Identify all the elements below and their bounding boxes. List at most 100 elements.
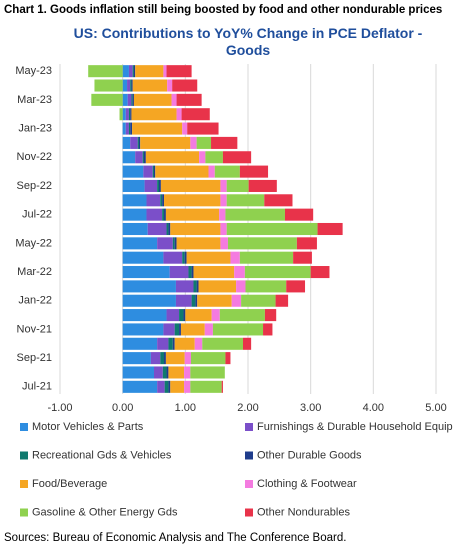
bar-segment <box>160 179 221 192</box>
bar-segment <box>137 136 139 149</box>
y-tick-label: Mar-22 <box>17 266 52 278</box>
bar-segment <box>225 208 285 221</box>
bar-segment <box>175 280 194 293</box>
bar-segment <box>185 309 212 322</box>
bar-segment <box>174 323 180 336</box>
bar-segment <box>170 380 185 393</box>
bar-segment <box>169 266 189 279</box>
bar-segment <box>122 93 128 106</box>
bar-segment <box>191 294 196 307</box>
bar-segment <box>248 179 277 192</box>
bar-segment <box>171 93 177 106</box>
bar-segment <box>239 251 294 264</box>
bar-segment <box>310 266 330 279</box>
bar-segment <box>172 79 198 92</box>
bar-segment <box>130 79 132 92</box>
bar-segment <box>212 323 264 336</box>
bar-segment <box>190 352 226 365</box>
bar-segment <box>122 366 154 379</box>
bar-segment <box>160 352 165 365</box>
bar-segment <box>164 194 221 207</box>
bar-segment <box>196 136 212 149</box>
bar-segment <box>179 323 181 336</box>
bar-segment <box>180 323 205 336</box>
bar-segment <box>130 108 132 121</box>
bar-segment <box>226 222 318 236</box>
bar-segment <box>157 337 169 350</box>
bar-segment <box>127 93 132 106</box>
source: Sources: Bureau of Economic Analysis and… <box>4 532 346 544</box>
bar-segment <box>275 294 289 307</box>
y-tick-label: Jan-23 <box>18 122 52 134</box>
bar-segment <box>128 108 131 121</box>
bar-segment <box>146 194 161 207</box>
bar-segment <box>128 65 133 78</box>
bar-segment <box>208 165 215 178</box>
legend-label: Other Durable Goods <box>257 449 362 461</box>
bar-segment <box>293 251 312 264</box>
bar-segment <box>157 380 165 393</box>
bar-segment <box>142 151 144 164</box>
bar-segment <box>176 108 182 121</box>
legend-swatch <box>20 508 28 517</box>
bar-segment <box>286 280 306 293</box>
bar-segment <box>143 151 146 164</box>
bar-segment <box>211 136 238 149</box>
bar-segment <box>184 380 191 393</box>
bar-segment <box>88 65 123 78</box>
bar-segment <box>184 251 187 264</box>
bar-segment <box>174 237 177 250</box>
bar-segment <box>125 122 129 135</box>
bar-segment <box>144 179 158 192</box>
bar-segment <box>122 222 148 236</box>
y-tick-label: Sep-21 <box>17 352 52 364</box>
bar-segment <box>132 79 168 92</box>
y-tick-label: Sep-22 <box>17 180 52 192</box>
bar-segment <box>182 122 188 135</box>
bar-segment <box>122 266 170 279</box>
bar-segment <box>154 165 156 178</box>
bar-segment <box>167 79 173 92</box>
y-tick-label: Nov-21 <box>17 323 52 335</box>
bar-segment <box>168 366 185 379</box>
bar-segment <box>198 280 237 293</box>
bar-segment <box>202 337 243 350</box>
bar-segment <box>170 222 221 236</box>
legend-swatch <box>245 423 253 431</box>
bar-segment <box>147 222 167 236</box>
bar-segment <box>122 108 126 121</box>
bar-segment <box>230 251 240 264</box>
bar-segment <box>155 165 209 178</box>
bar-segment <box>220 179 227 192</box>
bar-segment <box>163 65 167 78</box>
bar-segment <box>122 352 151 365</box>
bar-segment <box>175 294 192 307</box>
bar-segment <box>122 65 129 78</box>
bar-segment <box>133 93 172 106</box>
legend-swatch <box>20 451 28 460</box>
x-tick-label: 4.00 <box>363 402 384 414</box>
legend-label: Food/Beverage <box>32 478 107 490</box>
bar-segment <box>138 136 141 149</box>
legend-swatch <box>245 508 253 517</box>
legend-label: Motor Vehicles & Parts <box>32 421 144 433</box>
bar-segment <box>146 208 163 221</box>
bar-segment <box>150 352 161 365</box>
bar-segment <box>152 165 154 178</box>
bar-segment <box>127 79 131 92</box>
bar-segment <box>176 237 221 250</box>
bar-segment <box>122 122 126 135</box>
bar-segment <box>264 194 293 207</box>
bar-segment <box>172 337 175 350</box>
y-tick-label: May-22 <box>15 237 52 249</box>
bar-segment <box>317 222 343 236</box>
bar-segment <box>164 380 169 393</box>
bar-segment <box>159 179 161 192</box>
bar-segment <box>130 122 133 135</box>
bar-segment <box>211 309 220 322</box>
bar-segment <box>164 352 166 365</box>
bar-segment <box>166 309 180 322</box>
y-tick-label: Jul-22 <box>22 209 52 221</box>
bar-segment <box>132 93 134 106</box>
